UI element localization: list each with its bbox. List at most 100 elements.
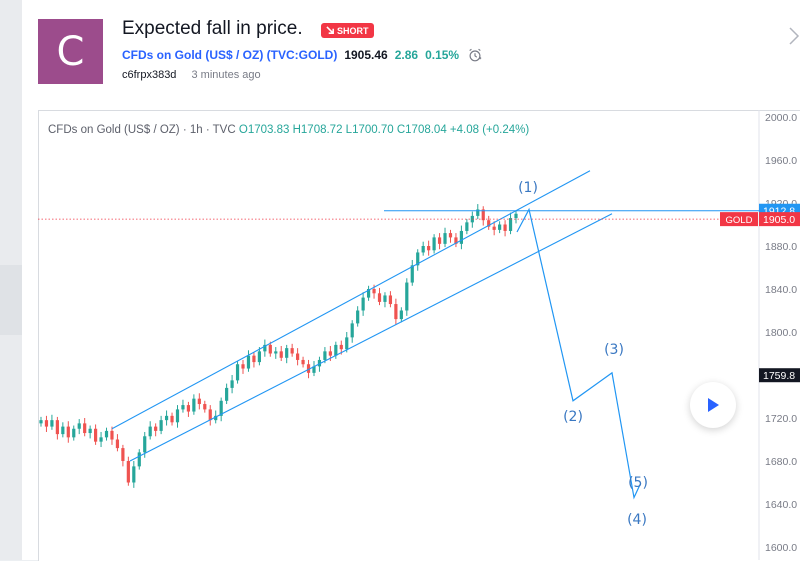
candle-body <box>170 415 174 423</box>
candle-body <box>214 415 218 421</box>
candle-body <box>323 351 327 360</box>
candle-body <box>132 466 136 483</box>
candle-body <box>416 252 420 266</box>
candle-body <box>394 304 398 320</box>
y-tick-label: 1680.0 <box>765 456 797 468</box>
candle-body <box>443 233 447 244</box>
candle-body <box>252 355 256 363</box>
legend-close: C1708.04 <box>396 124 447 136</box>
candle-body <box>137 452 141 467</box>
candle-body <box>388 295 393 305</box>
wave-label: (2) <box>563 409 583 425</box>
y-tick-label: 1800.0 <box>765 327 797 339</box>
candle-body <box>383 295 387 302</box>
candle-body <box>203 404 207 410</box>
y-tick-label: 1880.0 <box>765 241 797 253</box>
chevron-right-icon[interactable] <box>788 24 800 48</box>
candle-body <box>405 282 409 311</box>
candle-body <box>312 366 316 373</box>
candle-body <box>197 398 201 405</box>
candle-body <box>448 233 453 238</box>
y-tick-label: 1640.0 <box>765 499 797 511</box>
legend-change: +4.08 (+0.24%) <box>449 124 530 136</box>
author-name[interactable]: c6frpx383d <box>122 69 177 81</box>
chart-legend: CFDs on Gold (US$ / OZ) · 1h · TVC O1703… <box>48 124 529 136</box>
play-button[interactable] <box>690 382 736 428</box>
candle-body <box>317 359 322 367</box>
legend-high: H1708.72 <box>292 124 343 136</box>
candle-body <box>104 430 109 438</box>
symbol-row: CFDs on Gold (US$ / OZ) (TVC:GOLD) 1905.… <box>122 47 483 63</box>
candle-body <box>454 237 458 244</box>
candle-body <box>208 409 212 421</box>
forecast-wave-line <box>516 207 641 500</box>
candle-body <box>377 293 382 302</box>
y-tick-label: 1840.0 <box>765 284 797 296</box>
price-tag-value: 1905.0 <box>763 214 795 226</box>
candle-body <box>290 348 294 354</box>
candle-body <box>459 230 464 244</box>
candle-body <box>181 405 185 410</box>
candle-body <box>399 310 403 320</box>
candle-body <box>465 222 469 231</box>
wave-label: (5) <box>628 475 648 491</box>
play-icon <box>708 398 719 412</box>
chart-area[interactable] <box>38 110 800 561</box>
candle-body <box>301 359 305 365</box>
candle-body <box>476 209 480 216</box>
candle-body <box>257 351 261 363</box>
candle-body <box>93 428 98 442</box>
candle-body <box>306 364 311 373</box>
short-badge: SHORT <box>321 23 374 38</box>
candle-body <box>285 348 289 358</box>
published-time: 3 minutes ago <box>191 69 261 81</box>
candle-body <box>437 237 442 244</box>
candle-body <box>514 213 518 219</box>
candle-body <box>159 420 163 431</box>
candle-body <box>246 355 251 369</box>
candle-body <box>366 289 371 298</box>
candle-body <box>186 405 191 412</box>
price-tag-bg <box>759 212 800 227</box>
candle-body <box>77 423 81 429</box>
y-tick-label: 1960.0 <box>765 155 797 167</box>
candle-body <box>350 323 354 338</box>
candle-body <box>126 461 130 483</box>
candle-body <box>268 344 272 354</box>
candle-body <box>230 380 234 388</box>
avatar[interactable]: C <box>38 19 103 84</box>
candle-body <box>192 398 196 412</box>
candle-body <box>410 265 414 283</box>
candle-body <box>50 420 54 427</box>
author-row: c6frpx383d 3 minutes ago <box>122 69 261 81</box>
alarm-clock-icon[interactable] <box>467 47 483 63</box>
candle-body <box>88 428 92 434</box>
wave-label: (3) <box>604 342 624 358</box>
symbol-tag-bg <box>720 212 758 227</box>
candle-body <box>356 310 360 324</box>
candle-body <box>154 426 158 431</box>
y-tick-label: 2000.0 <box>765 112 797 124</box>
avatar-letter: C <box>56 28 85 75</box>
symbol-link[interactable]: CFDs on Gold (US$ / OZ) (TVC:GOLD) <box>122 48 338 62</box>
candle-body <box>39 420 43 424</box>
candle-body <box>241 364 245 369</box>
candle-body <box>143 436 147 453</box>
wave-label: (4) <box>627 512 647 528</box>
candle-body <box>372 289 376 294</box>
legend-low: L1700.70 <box>345 124 394 136</box>
channel-upper-line <box>111 170 591 430</box>
symbol-price: 1905.46 <box>344 48 388 62</box>
candle-body <box>219 400 223 416</box>
candle-body <box>328 351 332 356</box>
candle-body <box>503 224 507 231</box>
idea-title: Expected fall in price. <box>122 18 303 39</box>
candle-body <box>66 426 70 438</box>
y-tick-label: 1600.0 <box>765 542 797 554</box>
left-panel-strip <box>0 0 22 560</box>
candle-body <box>421 246 425 253</box>
candle-body <box>164 415 169 421</box>
candle-body <box>99 437 103 442</box>
candle-body <box>235 364 240 381</box>
